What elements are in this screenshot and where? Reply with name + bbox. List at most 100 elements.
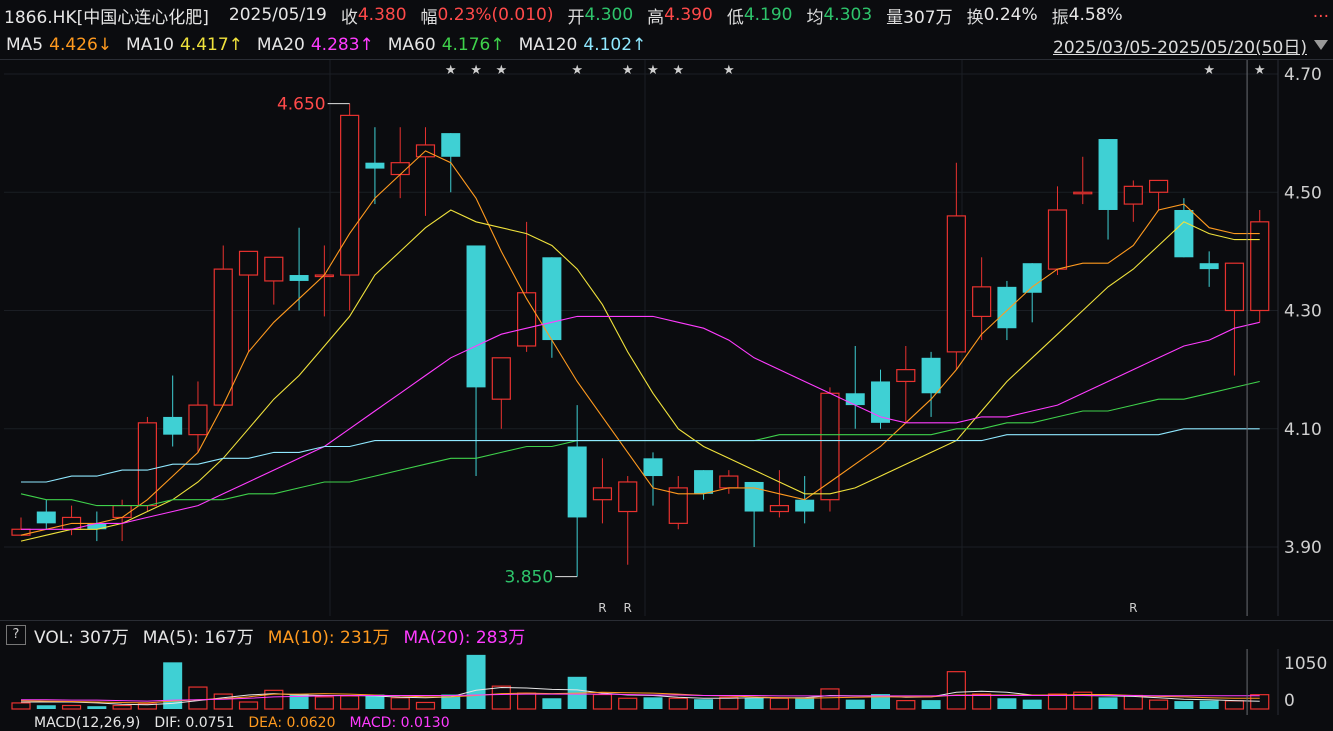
candle (694, 470, 714, 500)
y-axis-tick-label: 3.90 (1284, 538, 1322, 558)
date-range-selector[interactable]: 2025/03/05-2025/05/20(50日) (1053, 38, 1307, 58)
macd-dea: DEA: 0.0620 (248, 715, 336, 731)
volume-bar (1148, 699, 1169, 710)
star-marker-icon: ★ (1254, 63, 1266, 78)
volume-bar (1123, 694, 1143, 710)
candle-body (668, 487, 688, 524)
volume-bar (694, 699, 714, 709)
avg-label: 均 (806, 7, 824, 28)
volume-bar (1224, 700, 1245, 710)
max-price-label: 4.650 (277, 95, 326, 115)
volume-indicator: VOL: 307万 (34, 627, 129, 648)
candle (36, 499, 56, 530)
candle-body (567, 446, 587, 518)
volume-bar (188, 686, 208, 710)
candle (390, 127, 410, 199)
volume-bar (1047, 693, 1068, 710)
ma5-value: 4.426↓ (49, 35, 113, 55)
more-icon[interactable]: ... (1312, 2, 1329, 22)
volume-ma10: MA(10): 231万 (267, 627, 390, 648)
help-icon[interactable]: ? (6, 625, 26, 645)
candle-body (820, 392, 840, 501)
min-price-label: 3.850 (504, 568, 553, 588)
stock-symbol[interactable]: 1866.HK[中国心连心化肥] (4, 7, 209, 28)
volume-bar (1174, 701, 1194, 709)
candle-body (618, 481, 638, 513)
candle-body (921, 357, 941, 394)
candle-body (163, 416, 183, 435)
volume-ma5: MA(5): 167万 (142, 627, 254, 648)
macd-label: MACD(12,26,9) (34, 715, 141, 731)
candle (592, 458, 613, 524)
candle-body (871, 381, 891, 423)
candle (365, 127, 385, 205)
volume-bar (289, 694, 309, 709)
close-label: 收 (340, 7, 358, 28)
volume-bar (795, 698, 815, 709)
candle-body (441, 133, 461, 157)
candle-body (1073, 191, 1093, 195)
star-marker-icon: ★ (647, 63, 659, 78)
volume-bar (61, 704, 82, 710)
candle (1098, 139, 1118, 240)
candle (466, 245, 486, 477)
ma120-label: MA120 (518, 35, 578, 55)
y-axis-tick-label: 4.70 (1284, 65, 1322, 85)
candle (415, 127, 436, 216)
volume-axis-tick-label: 1050 (1284, 654, 1327, 674)
volume-bar (415, 701, 436, 710)
volume-bar (390, 697, 410, 710)
candle (719, 470, 739, 494)
candle (1123, 180, 1143, 222)
candle-body (213, 268, 233, 406)
candle-body (1047, 209, 1068, 270)
y-axis-tick-label: 4.30 (1284, 302, 1322, 322)
ma-line-ma120 (21, 428, 1260, 483)
candle-body (744, 481, 764, 512)
divider (0, 620, 1333, 621)
volume-bar (441, 694, 461, 709)
candle-body (643, 458, 663, 477)
volume-bar (238, 701, 259, 710)
volume-bar (137, 703, 157, 710)
volume-bar (972, 693, 992, 710)
volume-bar (921, 700, 941, 709)
turnover-label: 换 (966, 7, 984, 28)
macd-legend-bar: MACD(12,26,9) DIF: 0.0751 DEA: 0.0620 MA… (0, 715, 1333, 731)
candle (264, 256, 284, 305)
star-marker-icon: ★ (571, 63, 583, 78)
ma-line-ma20 (21, 315, 1260, 530)
candle (668, 476, 688, 530)
open-price: 4.300 (584, 5, 634, 25)
volume-bar (1250, 694, 1270, 710)
candle (567, 405, 587, 577)
volume-bar (36, 705, 56, 709)
candle (213, 245, 233, 406)
star-marker-icon: ★ (470, 63, 482, 78)
candle (1199, 251, 1219, 287)
candle-body (896, 369, 916, 383)
candle (896, 345, 916, 423)
candle (1073, 156, 1093, 205)
volume-bar (820, 688, 840, 710)
ma10-value: 4.417↑ (179, 35, 243, 55)
candle (845, 345, 865, 429)
star-marker-icon: ★ (495, 63, 507, 78)
candle (289, 227, 309, 311)
candle-body (592, 487, 613, 501)
volume-chart[interactable]: 1050 0 (0, 649, 1333, 715)
volume-bar (314, 696, 334, 710)
low-price: 4.190 (743, 5, 793, 25)
divider (0, 59, 1333, 60)
candlestick-chart[interactable]: 4.70 4.50 4.30 4.10 3.90 ★ ★ ★ ★ ★ ★ ★ ★ ★ ★ R R R 4.650 3.… (0, 60, 1333, 616)
turnover-value: 0.24% (983, 5, 1038, 25)
volume-bar (769, 697, 790, 710)
candle (340, 103, 360, 311)
volume-bar (11, 702, 31, 710)
quote-date: 2025/05/19 (228, 5, 327, 25)
ma60-value: 4.176↑ (441, 35, 505, 55)
candle-body (795, 499, 815, 512)
dropdown-arrow-icon[interactable] (1314, 40, 1328, 50)
volume-bar (946, 671, 966, 710)
candle-body (112, 505, 132, 519)
